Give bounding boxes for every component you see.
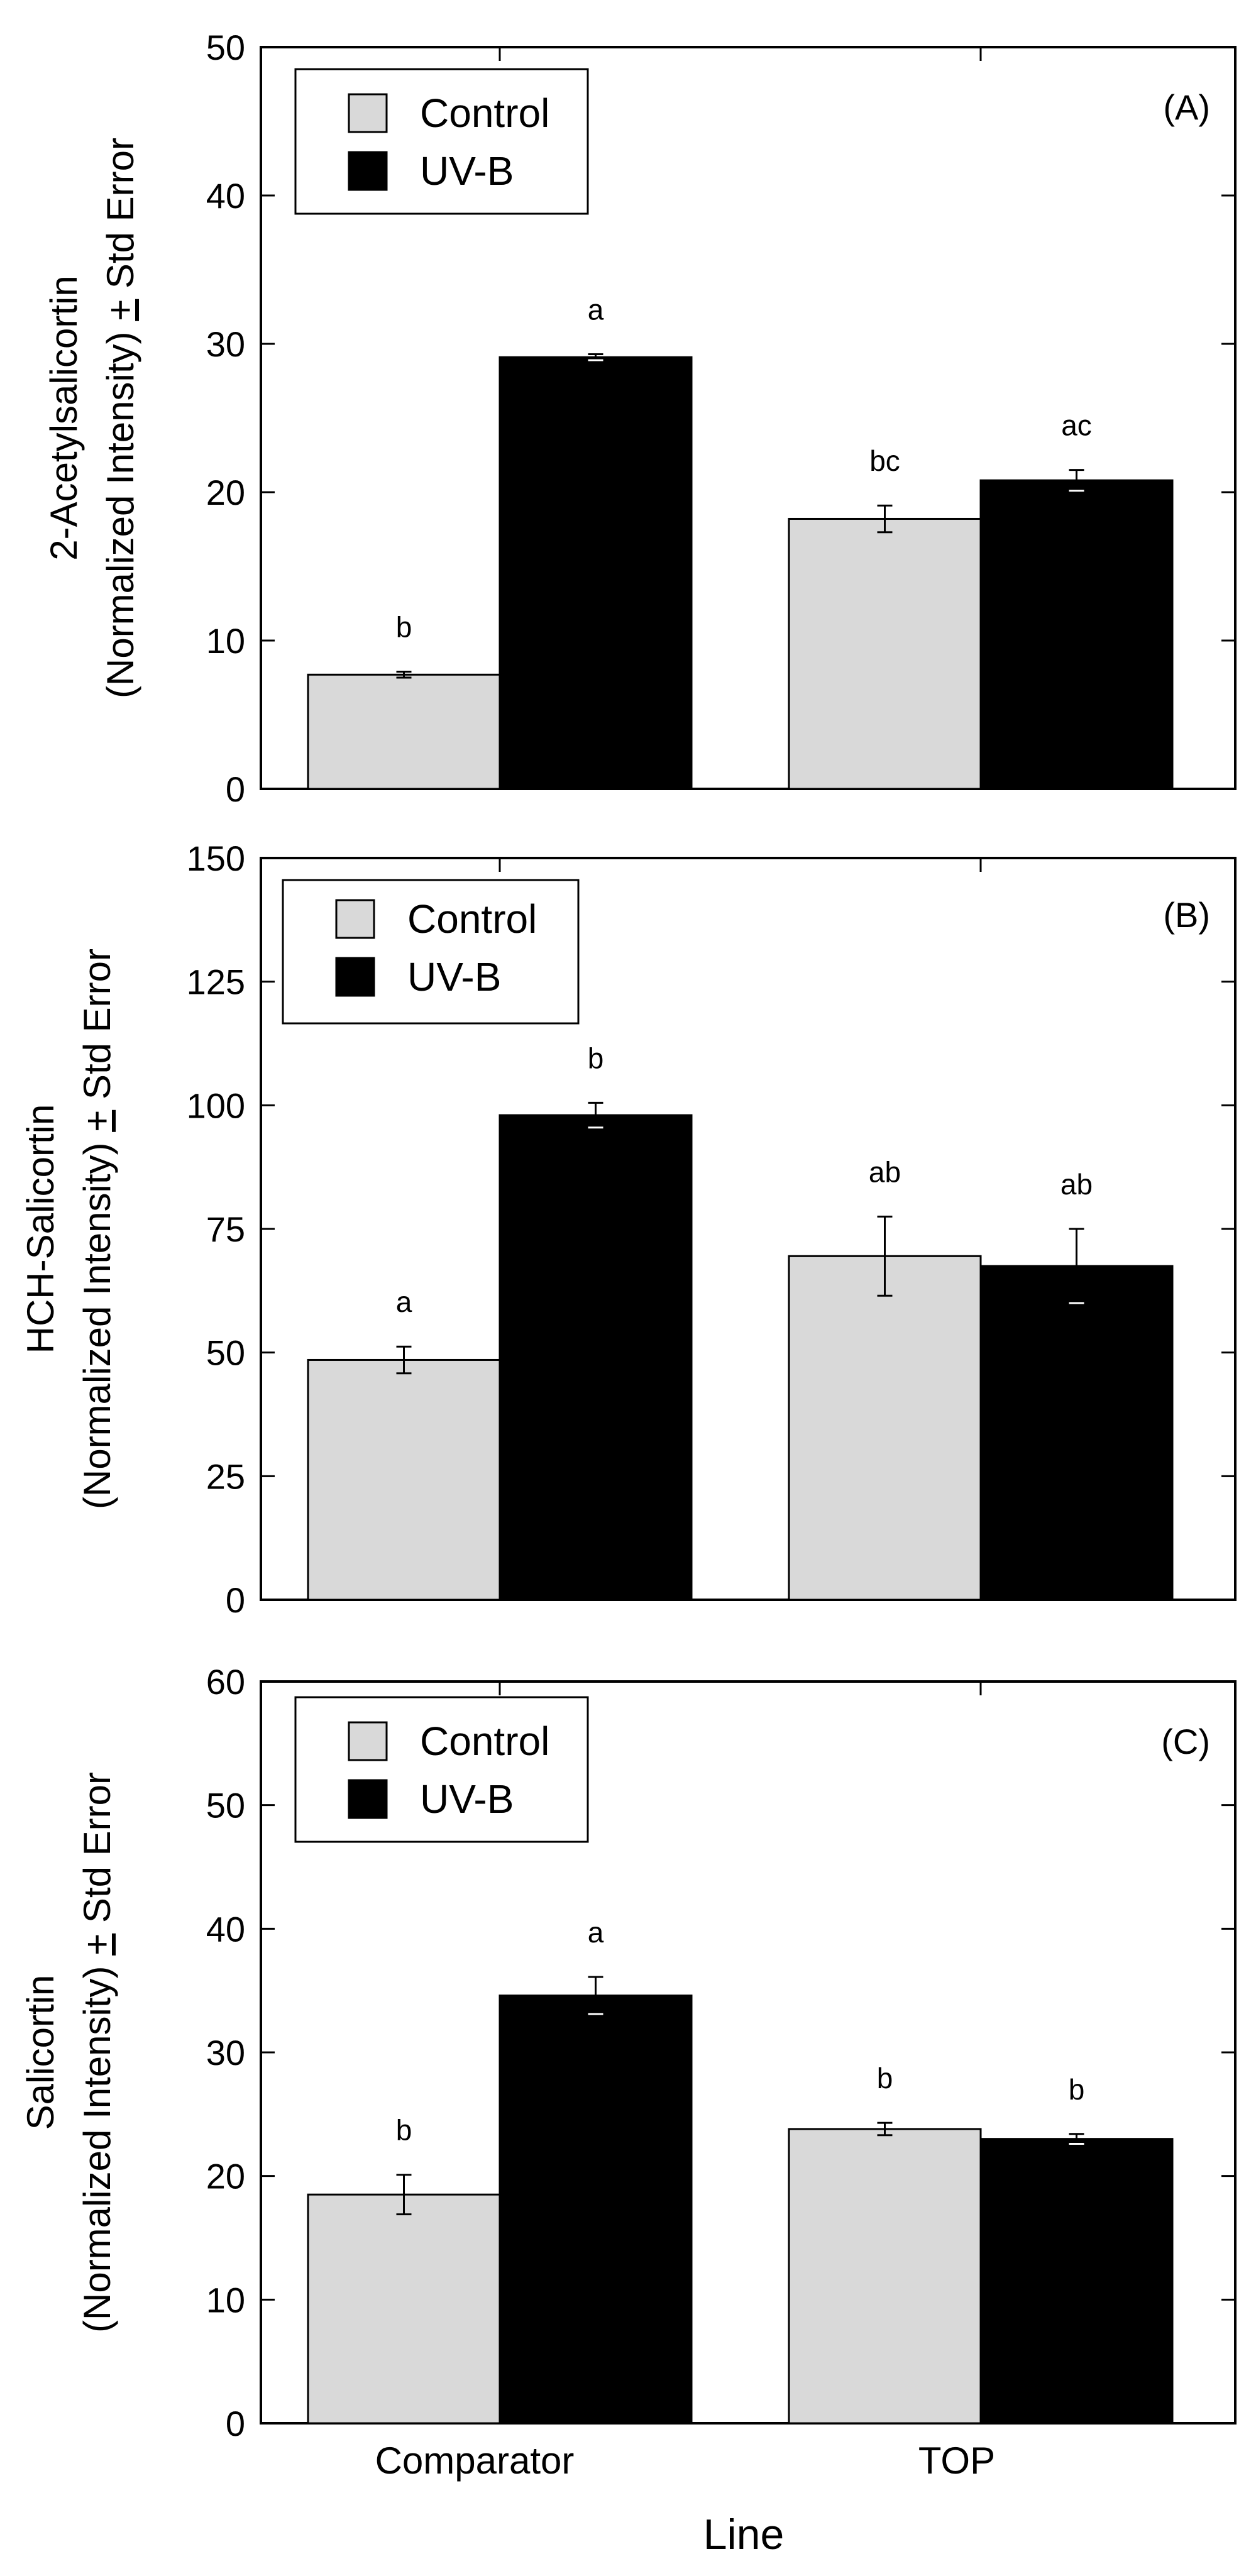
panel-b-ytick-label-0: 0 [226,1580,245,1620]
panel-a-ylabel-line2: (Normalized Intensity) + Std Error [99,138,141,698]
panel-a-legend-box [294,68,589,215]
panel-a-ylabel-line1: 2-Acetylsalicortin [43,275,85,561]
panel-a-ytick-label-0: 0 [226,769,245,809]
panel-b-ytick-label-5: 125 [187,962,245,1002]
panel-b-bar-uvb-1 [979,1265,1174,1601]
panel-b-sig-letter-uvb-0: b [588,1042,604,1074]
panel-c-ylabel-post: Std Error [76,1772,118,1934]
panel-b-sig-letter-control-1: ab [869,1155,901,1188]
panel-a-ylabel-pm: + [99,299,141,321]
panel-a-sig-letter-control-1: bc [869,444,900,477]
panel-a-bars: b bc a ac [307,294,1174,790]
panel-c-legend-control-swatch [348,1721,388,1761]
panel-c-legend-box [294,1696,589,1843]
panel-c: 0 10 20 30 40 50 60 b b a b Control UV-B (C) Sali… [19,1662,1237,2443]
panel-c-legend-uvb-label: UV-B [420,1776,514,1822]
panel-a-bar-control-1 [788,517,982,790]
panel-b: 0 25 50 75 100 125 150 a ab b ab Control UV-B (B)… [19,839,1237,1620]
panel-a-frame [260,46,1237,790]
panel-a-legend-control-label: Control [420,91,549,136]
x-axis-label: Line [703,2511,785,2558]
panel-b-legend-control-swatch [335,899,375,939]
panel-c-ytick-label-0: 0 [226,2404,245,2443]
panel-a-ylabel-post: Std Error [99,138,141,299]
panel-b-ylabel-pm: + [76,1110,118,1132]
panel-c-legend-uvb-swatch [348,1779,388,1819]
panel-c-sig-letter-uvb-0: a [588,1916,604,1949]
panel-c-ytick-label-2: 20 [206,2157,245,2196]
panel-c-bar-uvb-0 [499,1995,693,2425]
panel-b-ylabel-line1: HCH-Salicortin [19,1104,62,1354]
panel-a-sig-letter-control-0: b [396,611,412,644]
panel-a-bar-control-0 [307,673,501,790]
panel-a-legend-uvb-label: UV-B [420,148,514,194]
panel-a-legend-uvb-swatch [348,151,388,191]
panel-b-ticks: 0 25 50 75 100 125 150 [187,839,1235,1620]
panel-c-ytick-label-4: 40 [206,1909,245,1949]
panel-c-ylabel-pre: (Normalized Intensity) [76,1956,118,2333]
panel-a-ylabel-pre: (Normalized Intensity) [99,321,141,698]
panel-c-ytick-label-6: 60 [206,1662,245,1702]
panel-c-legend-control-label: Control [420,1719,549,1764]
panel-a-ytick-label-3: 30 [206,324,245,364]
panel-a-ytick-label-2: 20 [206,473,245,512]
panel-b-ytick-label-3: 75 [206,1209,245,1249]
panel-c-ylabel-line2: (Normalized Intensity) + Std Error [76,1772,118,2333]
panel-c-ticks: 0 10 20 30 40 50 60 [206,1662,1235,2443]
panel-b-legend-uvb-label: UV-B [407,954,501,999]
panel-b-ytick-label-1: 25 [206,1456,245,1496]
panel-b-ytick-label-2: 50 [206,1333,245,1373]
panel-b-bar-uvb-0 [499,1114,693,1601]
panel-c-legend: Control UV-B [294,1696,589,1843]
panel-b-legend-uvb-swatch [335,957,375,997]
panel-a-bar-uvb-1 [979,479,1174,790]
panel-c-ytick-label-3: 30 [206,2033,245,2072]
panel-a-sig-letter-uvb-1: ac [1061,409,1092,442]
panel-b-ylabel-pre: (Normalized Intensity) [76,1132,118,1509]
panel-b-legend-box [282,879,580,1025]
panel-b-ylabel-line2: (Normalized Intensity) + Std Error [76,949,118,1509]
panel-c-sig-letter-uvb-1: b [1069,2073,1085,2106]
x-tick-top: TOP [918,2440,995,2482]
panel-b-ytick-label-4: 100 [187,1086,245,1125]
panel-b-sig-letter-uvb-1: ab [1060,1168,1093,1201]
panel-b-label: (B) [1163,895,1210,935]
panel-b-legend: Control UV-B [282,879,580,1025]
panel-a-bar-uvb-0 [499,356,693,790]
panel-c-bar-control-1 [788,2128,982,2425]
panel-b-sig-letter-control-0: a [396,1285,412,1318]
panel-c-ylabel-pm: + [76,1934,118,1956]
panel-c-sig-letter-control-0: b [396,2114,412,2147]
panel-a: 0 10 20 30 40 50 b bc a ac Control UV-B (A) 2-Ac… [43,28,1237,809]
panel-c-bars: b b a b [307,1916,1174,2425]
x-tick-comparator: Comparator [375,2440,575,2482]
panel-a-legend-control-swatch [348,93,388,133]
panel-a-ytick-label-4: 40 [206,176,245,216]
panel-c-label: (C) [1161,1722,1210,1761]
panel-c-ytick-label-5: 50 [206,1786,245,1825]
panel-b-bar-control-0 [307,1358,501,1601]
panel-c-bar-uvb-1 [979,2138,1174,2425]
panel-a-label: (A) [1163,87,1210,127]
panel-a-legend: Control UV-B [294,68,589,215]
panel-b-bars: a ab b ab [307,1042,1174,1601]
panel-a-ytick-label-1: 10 [206,621,245,661]
panel-a-ytick-label-5: 50 [206,28,245,67]
panel-a-sig-letter-uvb-0: a [588,294,604,326]
panel-c-ylabel-line1: Salicortin [19,1975,62,2130]
panel-b-ylabel-post: Std Error [76,949,118,1110]
panel-b-legend-control-label: Control [407,896,537,942]
panel-c-sig-letter-control-1: b [877,2062,893,2094]
panel-b-bar-control-1 [788,1255,982,1601]
panel-b-ytick-label-6: 150 [187,839,245,878]
panel-a-ticks: 0 10 20 30 40 50 [206,28,1235,809]
panel-c-ytick-label-1: 10 [206,2280,245,2320]
panel-c-bar-control-0 [307,2193,501,2425]
